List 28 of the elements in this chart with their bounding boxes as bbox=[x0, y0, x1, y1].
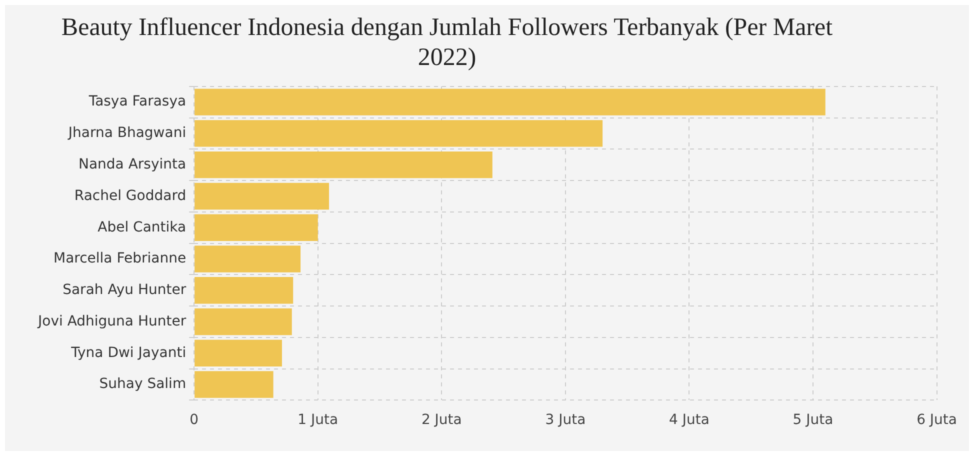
y-tick-label: Jovi Adhiguna Hunter bbox=[37, 313, 186, 330]
bar bbox=[194, 214, 318, 241]
x-tick-label: 5 Juta bbox=[792, 412, 834, 428]
x-tick-label: 2 Juta bbox=[421, 412, 462, 428]
chart-title: Beauty Influencer Indonesia dengan Jumlah Followers Terbanyak (Per Maret 2022) bbox=[60, 13, 834, 73]
bar bbox=[194, 246, 301, 272]
x-tick-label: 3 Juta bbox=[545, 412, 586, 428]
y-tick-label: Nanda Arsyinta bbox=[78, 156, 186, 172]
bar bbox=[194, 308, 292, 336]
x-tick-label: 6 Juta bbox=[916, 412, 958, 428]
x-tick-label: 4 Juta bbox=[669, 412, 710, 428]
y-tick-label: Tasya Farasya bbox=[88, 94, 186, 110]
bar bbox=[194, 182, 330, 210]
bar bbox=[194, 340, 282, 366]
y-tick-label: Jharna Bhagwani bbox=[67, 125, 186, 142]
bar bbox=[194, 152, 492, 178]
y-tick-label: Sarah Ayu Hunter bbox=[62, 282, 186, 298]
y-tick-label: Abel Cantika bbox=[98, 219, 186, 236]
y-tick-label: Suhay Salim bbox=[99, 376, 186, 392]
y-tick-label: Rachel Goddard bbox=[74, 188, 186, 204]
x-tick-label: 1 Juta bbox=[298, 412, 338, 428]
bar bbox=[194, 88, 826, 116]
bar bbox=[194, 277, 294, 304]
x-tick-label: 0 bbox=[190, 412, 199, 428]
y-tick-label: Tyna Dwi Jayanti bbox=[70, 344, 186, 361]
bar bbox=[194, 120, 603, 147]
bar bbox=[194, 371, 274, 398]
y-tick-label: Marcella Febrianne bbox=[53, 250, 186, 267]
